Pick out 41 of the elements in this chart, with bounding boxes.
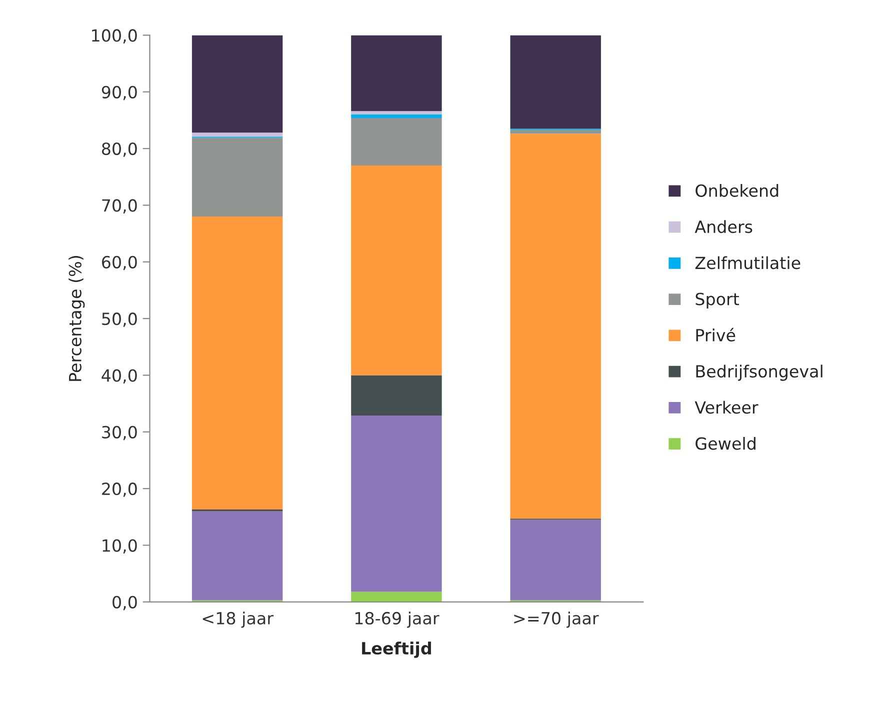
bar [351, 111, 442, 115]
y-tick-label: 50,0 [102, 312, 137, 327]
x-axis-title: Leeftijd [362, 642, 431, 658]
y-tick-label: 90,0 [102, 86, 137, 100]
x-tick-label: <18 jaar [202, 612, 274, 628]
bar [192, 511, 283, 600]
bar [351, 592, 442, 602]
y-tick-label: 100,0 [92, 29, 137, 44]
legend-label: Geweld [696, 436, 756, 450]
bar [351, 415, 442, 592]
legend-label: Anders [694, 220, 752, 234]
y-tick-label: 20,0 [102, 482, 137, 497]
bar [510, 520, 601, 600]
legend-label: Zelfmutilatie [695, 256, 800, 270]
bar [192, 216, 283, 510]
x-tick-label: >=70 jaar [514, 612, 599, 628]
y-tick-label: 60,0 [102, 256, 137, 270]
y-tick-label: 10,0 [102, 539, 137, 554]
y-tick-label: 80,0 [102, 142, 137, 157]
bar [192, 132, 283, 137]
bar [192, 138, 283, 217]
legend-label: Sport [696, 292, 740, 309]
bar [510, 35, 601, 129]
y-tick-label: 30,0 [102, 426, 137, 440]
bar [351, 114, 442, 118]
bar [351, 118, 442, 166]
bar [351, 35, 442, 112]
bar [510, 134, 601, 519]
y-axis-title: Percentage (%) [68, 256, 85, 381]
y-tick-label: 0,0 [112, 596, 137, 610]
legend-label: Bedrijfsongeval [696, 364, 822, 381]
bar [510, 130, 601, 134]
legend-label: Onbekend [696, 184, 778, 197]
bar [351, 166, 442, 376]
legend-label: Privé [696, 328, 736, 342]
bar [351, 375, 442, 416]
y-tick-label: 70,0 [102, 199, 137, 214]
bar [192, 35, 283, 133]
y-tick-label: 40,0 [102, 369, 137, 384]
x-tick-label: 18-69 jaar [355, 612, 440, 628]
legend-label: Verkeer [694, 400, 758, 414]
